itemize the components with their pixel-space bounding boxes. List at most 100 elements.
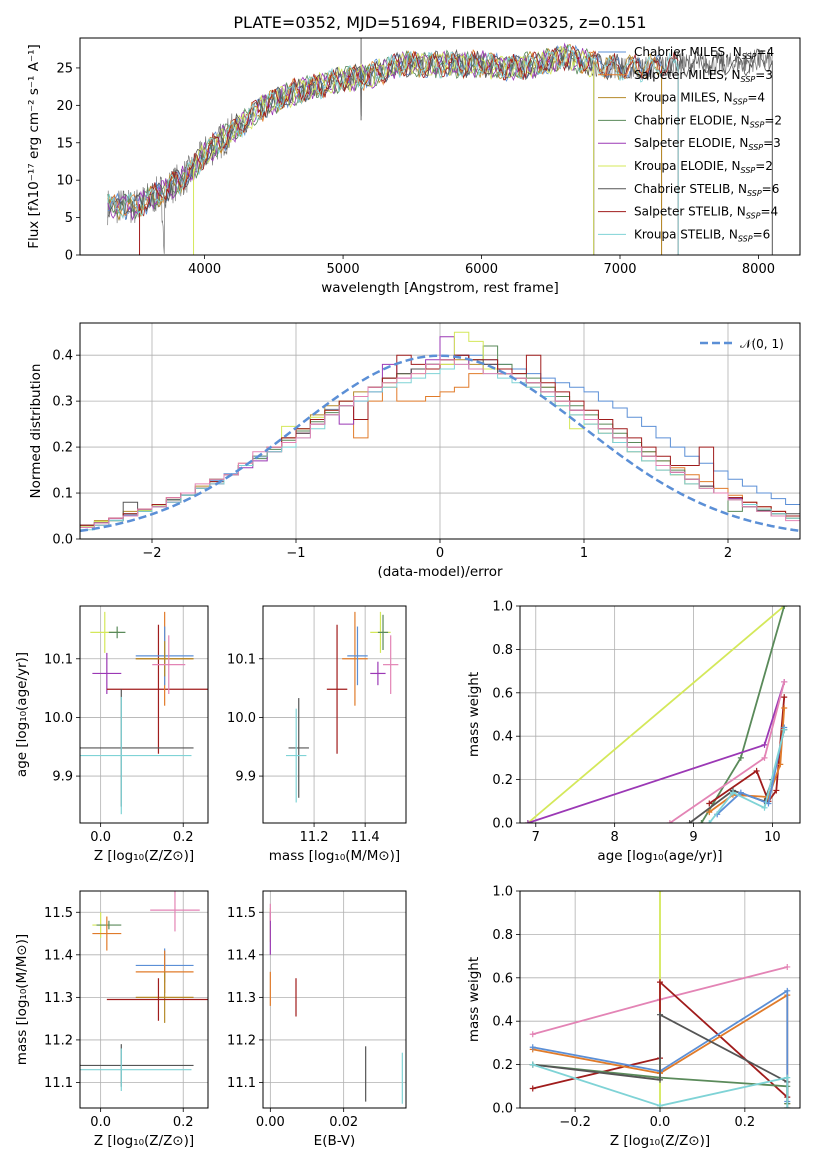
- legend-entry: Salpeter ELODIE, NSSP=3: [634, 136, 781, 152]
- weight-marker-kroupa_stelib: [784, 1074, 791, 1081]
- y-tick-label: 11.4: [44, 948, 73, 963]
- y-tick-label: 0.8: [492, 928, 513, 943]
- y-tick-label: 10.1: [227, 652, 256, 667]
- x-tick-label: −1: [286, 546, 305, 561]
- weight-line-chabrier_miles: [716, 727, 786, 815]
- weight-marker-kroupa_elodie: [657, 891, 663, 894]
- panel-mass-vs-metallicity: 0.0 0.2 11.1 11.2 11.3 11.4 11.5 Z [log₁₀(Z/Z⊙)…: [14, 890, 209, 1149]
- x-tick-label: 1: [580, 546, 588, 561]
- figure-title: PLATE=0352, MJD=51694, FIBERID=0325, z=0…: [233, 13, 646, 32]
- y-tick-label: 11.1: [227, 1076, 256, 1091]
- y-tick-label: 0.0: [52, 533, 73, 548]
- y-tick-label: 1.0: [492, 885, 513, 900]
- weight-line-salpeter_elodie: [527, 681, 786, 823]
- weight-marker-chabrier_stelib: [686, 820, 693, 823]
- y-tick-label: 9.9: [235, 770, 256, 785]
- plot-frame: [79, 890, 209, 1109]
- plot-area: [80, 331, 800, 539]
- y-axis-label: Normed distribution: [28, 364, 44, 499]
- y-tick-label: 10: [56, 174, 73, 189]
- y-tick-label: 0: [65, 249, 73, 264]
- weight-marker-salpeter_miles: [777, 761, 784, 768]
- plot-frame: [79, 322, 801, 540]
- x-tick-label: 0.0: [90, 830, 111, 845]
- y-tick-label: 0.0: [492, 1102, 513, 1117]
- y-tick-label: 11.4: [227, 948, 256, 963]
- x-axis-label: age [log₁₀(age/yr)]: [597, 848, 722, 864]
- y-axis-label: mass [log₁₀(M/M⊙)]: [14, 934, 30, 1065]
- weight-marker-chabrier_elodie: [737, 754, 744, 761]
- y-axis-label: Flux [fλ10⁻¹⁷ erg cm⁻² s⁻¹ A⁻¹]: [26, 44, 42, 249]
- x-axis-label: (data-model)/error: [377, 564, 503, 580]
- y-tick-label: 0.6: [492, 971, 513, 986]
- x-tick-label: 0.2: [173, 1115, 194, 1130]
- plot-frame: [519, 890, 801, 1109]
- y-tick-label: 11.2: [44, 1033, 73, 1048]
- weight-marker-salpeter_stelib: [706, 800, 713, 807]
- model-spectrum-salpeter_stelib: [139, 45, 679, 217]
- weight-marker-kroupa_stelib: [784, 1105, 791, 1108]
- y-tick-label: 11.2: [227, 1033, 256, 1048]
- y-tick-label: 11.5: [44, 906, 73, 921]
- x-tick-label: 0.00: [256, 1115, 285, 1130]
- y-tick-label: 0.2: [52, 441, 73, 456]
- weight-marker-kroupa_stelib: [706, 820, 713, 823]
- x-tick-label: 0.0: [90, 1115, 111, 1130]
- y-tick-label: 5: [65, 211, 73, 226]
- legend-entry: Kroupa ELODIE, NSSP=2: [634, 159, 773, 175]
- legend-entry: Chabrier ELODIE, NSSP=2: [634, 113, 782, 129]
- y-tick-label: 0.2: [492, 773, 513, 788]
- weight-marker-salpeter_stelib: [773, 787, 780, 794]
- x-tick-label: 0.2: [735, 1115, 756, 1130]
- y-tick-label: 9.9: [52, 770, 73, 785]
- x-axis-label: Z [log₁₀(Z/Z⊙)]: [94, 1133, 194, 1149]
- y-tick-label: 0.2: [492, 1058, 513, 1073]
- legend-entry: Salpeter STELIB, NSSP=4: [634, 205, 778, 221]
- x-tick-label: 0.2: [173, 830, 194, 845]
- y-axis-label: age [log₁₀(age/yr)]: [14, 652, 30, 777]
- legend-entry: Kroupa MILES, NSSP=4: [634, 91, 765, 107]
- y-tick-label: 0.4: [492, 730, 513, 745]
- histogram-pink: [80, 359, 800, 539]
- weight-marker-pink: [784, 963, 791, 970]
- y-tick-label: 0.3: [52, 395, 73, 410]
- plot-area: [107, 38, 773, 255]
- plot-frame: [79, 605, 209, 824]
- plot-frame: [79, 37, 801, 256]
- weight-marker-salpeter_elodie: [524, 820, 531, 823]
- weight-marker-kroupa_stelib: [761, 804, 768, 811]
- panel-mass-weight-vs-metallicity: −0.2 0.0 0.2 0.0 0.2 0.4 0.6 0.8 1.0 Z [log₁₀(Z/Z…: [466, 885, 801, 1149]
- y-axis-label: mass weight: [466, 957, 482, 1042]
- x-axis-label: Z [log₁₀(Z/Z⊙)]: [610, 1133, 710, 1149]
- y-tick-label: 0.4: [492, 1015, 513, 1030]
- weight-line-kroupa_stelib: [532, 1063, 789, 1108]
- x-tick-label: 9: [689, 830, 697, 845]
- y-tick-label: 11.1: [44, 1076, 73, 1091]
- weight-marker-chabrier_miles: [737, 789, 744, 796]
- x-tick-label: 10: [764, 830, 781, 845]
- x-tick-label: 2: [724, 546, 732, 561]
- x-tick-label: −2: [142, 546, 161, 561]
- y-tick-label: 0.4: [52, 349, 73, 364]
- weight-marker-salpeter_stelib: [753, 767, 760, 774]
- plot-frame: [262, 890, 407, 1109]
- panel-mass-weight-vs-age: 7 8 9 10 0.0 0.2 0.4 0.6 0.8 1.0 age [log₁₀(age/yr…: [466, 600, 801, 864]
- x-tick-label: 5000: [327, 262, 360, 277]
- weight-marker-salpeter_stelib: [529, 1085, 536, 1092]
- y-tick-label: 0.0: [492, 817, 513, 832]
- x-axis-label: E(B-V): [314, 1133, 356, 1149]
- weight-line-chabrier_miles: [532, 989, 789, 1102]
- x-tick-label: 0: [436, 546, 444, 561]
- y-tick-label: 10.0: [44, 711, 73, 726]
- x-tick-label: 6000: [465, 262, 498, 277]
- panel-age-vs-mass: 11.2 11.4 9.9 10.0 10.1 mass [log₁₀(M/M⊙)]: [227, 605, 407, 864]
- panel-age-vs-metallicity: 0.0 0.2 9.9 10.0 10.1 Z [log₁₀(Z/Z⊙)] age [log…: [14, 605, 209, 864]
- weight-marker-pink: [781, 678, 788, 685]
- model-spectrum-kroupa_stelib: [107, 45, 679, 220]
- plot-area: [80, 891, 208, 1091]
- y-tick-label: 25: [56, 61, 73, 76]
- x-axis-label: wavelength [Angstrom, rest frame]: [321, 280, 559, 296]
- model-spectrum-salpeter_miles: [107, 47, 662, 219]
- weight-marker-pink: [761, 754, 768, 761]
- plot-area: [80, 611, 208, 815]
